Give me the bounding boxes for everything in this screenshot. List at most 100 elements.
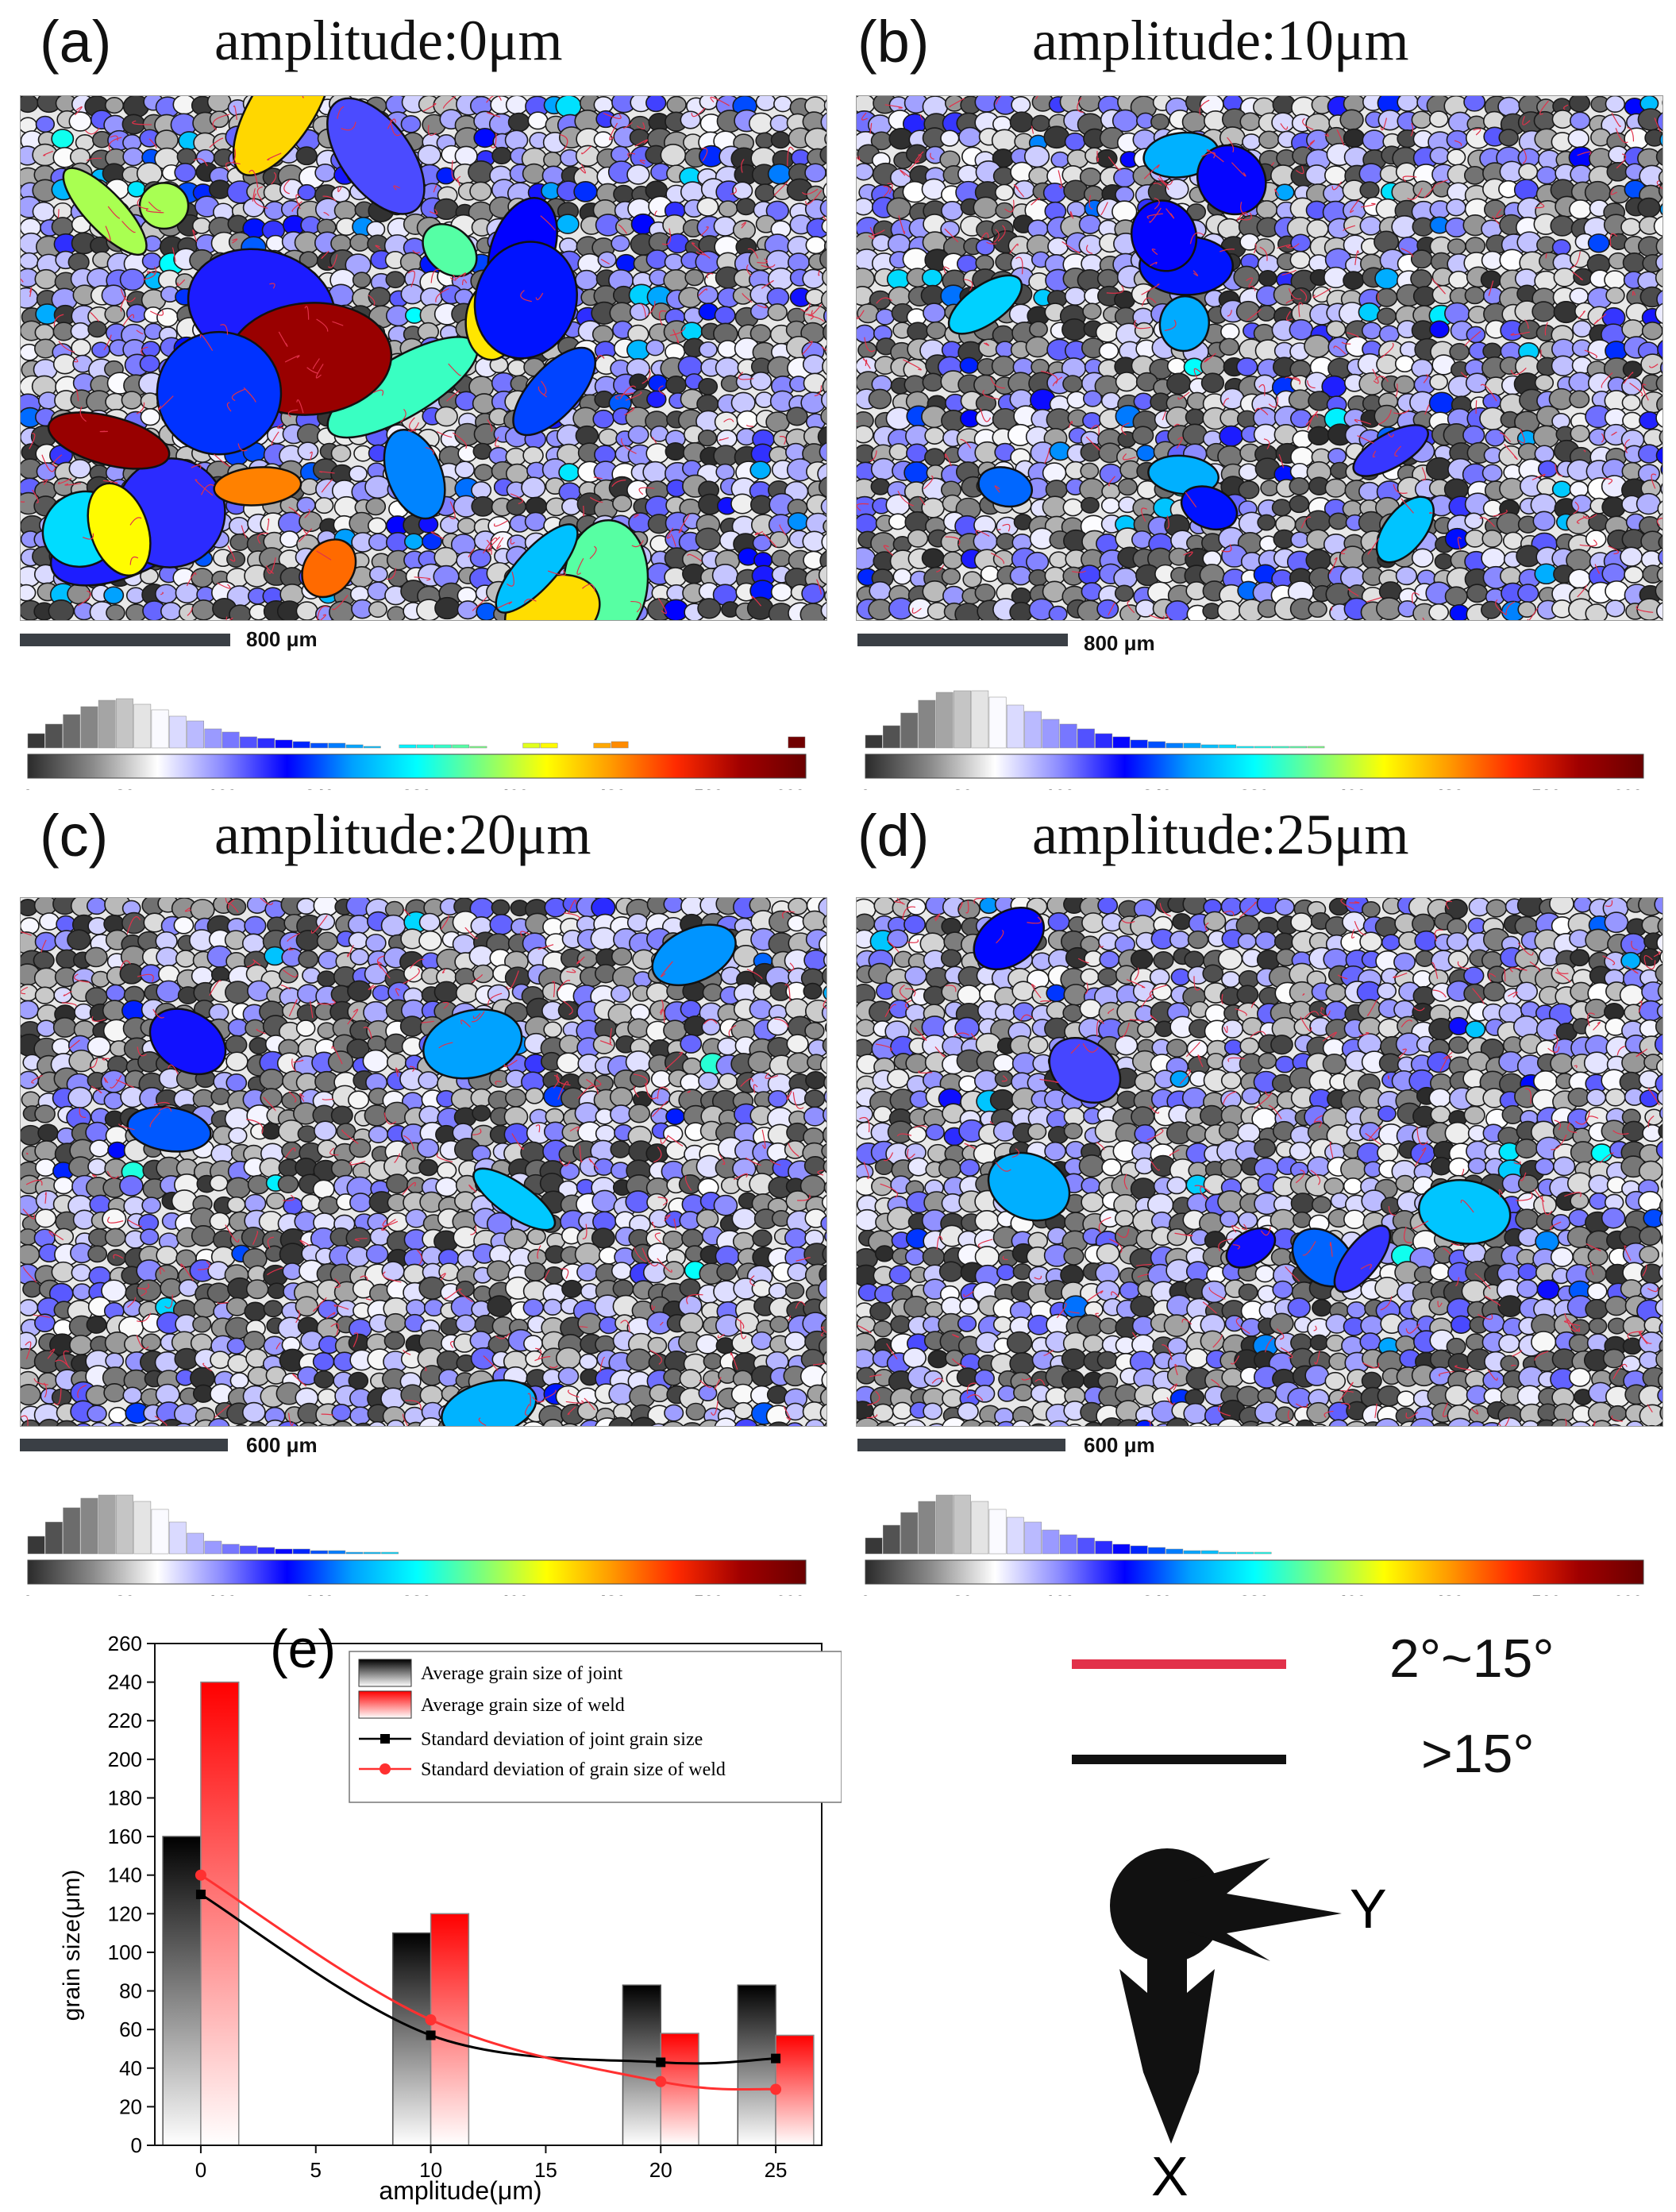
grain-size-chart: 0 20 40 60 80 100 120 140 160 180 200 220 240 260 0 5 10…: [16, 1612, 842, 2211]
colorbar-tick-label: 480: [1435, 1592, 1464, 1596]
colorbar-tick-label: 240: [305, 1592, 334, 1596]
colorbar-tick-label: 600 μm: [776, 1592, 822, 1596]
histogram-bar: [187, 720, 204, 749]
panel-d-title: amplitude:25μm: [1032, 803, 1409, 866]
bar-joint: [162, 1836, 202, 2146]
histogram-bar: [971, 690, 989, 749]
histogram-bar: [310, 742, 328, 749]
legend-swatch-weld-bar: [358, 1690, 412, 1719]
colorbar-tick-label: 80: [115, 786, 134, 790]
panel-b-label: (b): [857, 9, 930, 75]
histogram-bar: [865, 734, 883, 749]
histogram-bar: [1006, 1516, 1024, 1555]
x-tick-label: 5: [310, 2158, 322, 2182]
histogram-bar: [399, 744, 417, 749]
bar-joint: [392, 1932, 432, 2146]
histogram-bar: [116, 1494, 133, 1555]
grain-map-a: [20, 95, 827, 621]
histogram-bar: [1042, 1529, 1060, 1555]
size-legend-c: 0 80 160 240 320 400 480 560 600 μm: [20, 1461, 836, 1612]
histogram-bar: [540, 742, 558, 749]
scalebar-d-label: 600 μm: [1084, 1433, 1155, 1457]
histogram-bar: [1272, 746, 1289, 749]
colorbar-tick-label: 320: [1240, 1592, 1270, 1596]
histogram-bar: [1148, 1547, 1165, 1555]
histogram-bar: [1236, 746, 1254, 749]
colorbar-tick-label: 80: [953, 786, 972, 790]
histogram-bar: [935, 692, 954, 749]
grain-map-c: [20, 897, 827, 1427]
point-joint-std: [656, 2057, 666, 2067]
histogram-bar: [63, 714, 81, 749]
point-weld-std: [655, 2075, 667, 2087]
scalebar-d: [857, 1439, 1065, 1451]
histogram-bar: [1112, 736, 1131, 749]
legend-marker-joint-line: [380, 1734, 390, 1744]
colorbar-tick-label: 600 μm: [1613, 1592, 1659, 1596]
histogram-bar: [168, 715, 187, 749]
y-tick-label: 120: [108, 1902, 142, 1925]
colorbar-tick-label: 0: [23, 786, 33, 790]
scalebar-a: [20, 634, 230, 646]
colorbar-tick-label: 320: [1240, 786, 1270, 790]
histogram-bar: [1059, 1534, 1077, 1555]
boundary-legend: 2°~15° >15° Y X: [1048, 1612, 1667, 2199]
x-tick-label: 10: [419, 2158, 442, 2182]
histogram-bar: [363, 1551, 381, 1555]
histogram-bar: [151, 709, 169, 749]
y-tick-label: 60: [119, 2017, 142, 2041]
histogram-bar: [204, 1540, 222, 1555]
histogram-bar: [80, 706, 98, 749]
legend-label-joint-line: Standard deviation of joint grain size: [421, 1729, 703, 1750]
y-tick-label: 220: [108, 1709, 142, 1732]
axis-y-label: Y: [1350, 1878, 1387, 1940]
histogram-bar: [63, 1507, 81, 1555]
line-weld-std: [200, 1874, 776, 2091]
y-tick-label: 100: [108, 1940, 142, 1964]
histogram-bar: [883, 1524, 900, 1555]
legend-label-weld-line: Standard deviation of grain size of weld: [421, 1759, 726, 1780]
histogram-bar: [452, 744, 470, 749]
histogram-bar: [275, 1548, 293, 1555]
legend-marker-weld-line: [380, 1763, 391, 1775]
histogram-bar: [1059, 723, 1077, 749]
colorbar-tick-label: 400: [499, 1592, 529, 1596]
histogram-bar: [257, 1547, 275, 1555]
x-tick-label: 20: [649, 2158, 672, 2182]
histogram-bar: [98, 699, 116, 749]
sample-axes-symbol: Y X: [1110, 1848, 1387, 2199]
colorbar-tick-label: 480: [597, 786, 626, 790]
histogram-bar: [954, 1494, 971, 1555]
histogram-bar: [116, 698, 133, 749]
histogram-bar: [1095, 1540, 1113, 1555]
histogram-bar: [900, 1512, 919, 1555]
chart-ylabel: grain size(μm): [59, 1870, 85, 2021]
histogram-bar: [240, 736, 257, 749]
chart-xlabel: amplitude(μm): [379, 2176, 541, 2205]
size-legend-b: 0 80 160 240 320 400 480 560 600 μm: [857, 655, 1674, 806]
x-axis-arrow-icon: [1119, 1929, 1215, 2144]
colorbar-tick-label: 400: [499, 786, 529, 790]
scalebar-b-label: 800 μm: [1084, 631, 1155, 655]
y-tick-label: 160: [108, 1825, 142, 1848]
histogram-bar: [416, 744, 434, 749]
point-joint-std: [426, 2030, 436, 2041]
histogram-bar: [345, 1551, 364, 1555]
histogram-bar: [133, 703, 152, 749]
histogram-bar: [168, 1521, 187, 1555]
y-axis-arrow-icon: [1183, 1858, 1342, 1961]
histogram-bar: [1077, 1537, 1095, 1555]
point-weld-std: [195, 1869, 206, 1881]
bar-joint: [622, 1984, 661, 2146]
histogram-bar: [1219, 1551, 1236, 1555]
y-tick-label: 40: [119, 2056, 142, 2080]
histogram-bar: [1112, 1543, 1131, 1555]
scalebar-a-label: 800 μm: [246, 627, 318, 651]
panel-b-title: amplitude:10μm: [1032, 9, 1409, 72]
scalebar-c-label: 600 μm: [246, 1433, 318, 1457]
histogram-bar: [918, 1501, 936, 1555]
colorbar-tick-label: 400: [1337, 1592, 1366, 1596]
point-weld-std: [425, 2014, 437, 2025]
histogram-bar: [98, 1494, 116, 1555]
panel-c-title: amplitude:20μm: [214, 803, 591, 866]
